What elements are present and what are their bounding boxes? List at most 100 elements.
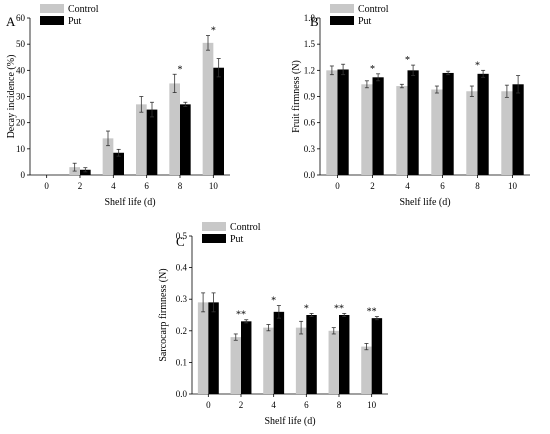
bar-put xyxy=(241,321,252,394)
panel-label: A xyxy=(6,14,16,29)
significance-marker: * xyxy=(475,60,480,71)
bar-put xyxy=(113,152,124,175)
bar-put xyxy=(146,109,158,175)
bar-put xyxy=(213,67,224,175)
y-tick-label: 0.9 xyxy=(304,92,316,102)
y-axis-title: Sarcocarp firmness (N) xyxy=(158,268,169,361)
chart-panel-c: 0.0 0.1 0.2 0.3 0.4 0.5 Sarcocarp firmness (N)… xyxy=(158,222,388,427)
y-tick-label: 0.3 xyxy=(304,144,316,154)
x-axis-title: Shelf life (d) xyxy=(399,197,450,208)
y-tick-label: 1.5 xyxy=(304,39,316,49)
significance-marker: * xyxy=(405,55,410,66)
significance-marker: ** xyxy=(236,310,246,321)
bar-put xyxy=(306,315,317,394)
x-tick-label: 4 xyxy=(405,181,410,191)
x-tick-label: 8 xyxy=(337,400,342,410)
legend-swatch-control xyxy=(40,4,64,13)
bar-control xyxy=(466,91,478,175)
x-tick-label: 6 xyxy=(144,181,149,191)
x-tick-label: 10 xyxy=(508,181,518,191)
x-tick-label: 0 xyxy=(44,181,49,191)
bar-control xyxy=(102,138,114,175)
panel-label: C xyxy=(176,234,185,249)
x-tick-label: 8 xyxy=(178,181,183,191)
bar-control xyxy=(202,42,214,175)
y-tick-label: 10 xyxy=(16,144,26,154)
y-tick-label: 0.2 xyxy=(176,326,187,336)
bar-put xyxy=(477,73,489,175)
y-tick-label: 1.2 xyxy=(304,65,315,75)
y-tick-label: 60 xyxy=(16,13,26,23)
x-tick-label: 4 xyxy=(271,400,276,410)
bar-put xyxy=(208,302,219,394)
legend-label: Put xyxy=(358,16,372,27)
x-tick-label: 6 xyxy=(304,400,309,410)
bar-put xyxy=(407,70,419,175)
bar-control xyxy=(295,327,307,394)
legend-label: Put xyxy=(68,16,82,27)
legend-label: Put xyxy=(230,234,244,245)
bar-control xyxy=(396,86,408,175)
bar-put xyxy=(339,315,350,394)
bar-control xyxy=(230,337,241,394)
legend-label: Control xyxy=(230,222,261,233)
legend-swatch-put xyxy=(202,234,226,243)
significance-marker: * xyxy=(211,26,216,37)
panel-label: B xyxy=(310,14,319,29)
y-tick-label: 0.4 xyxy=(176,263,188,273)
bar-put xyxy=(372,77,384,175)
y-axis-title: Fruit firmness (N) xyxy=(291,60,302,133)
significance-marker: * xyxy=(271,296,276,307)
x-tick-label: 8 xyxy=(475,181,480,191)
x-tick-label: 2 xyxy=(370,181,375,191)
bar-control xyxy=(197,302,209,394)
y-tick-label: 0.6 xyxy=(304,118,316,128)
x-tick-label: 2 xyxy=(239,400,244,410)
bar-control xyxy=(501,91,513,175)
y-tick-label: 0 xyxy=(21,170,26,180)
bar-control xyxy=(169,83,180,175)
legend-swatch-put xyxy=(40,16,64,25)
y-tick-label: 0.0 xyxy=(304,170,316,180)
chart-panel-a: 0 10 20 30 40 50 60 Decay incidence (%) 0 2 4 6 8 * 10… xyxy=(6,4,230,208)
bar-control xyxy=(136,104,147,175)
y-tick-label: 50 xyxy=(16,39,26,49)
x-tick-label: 10 xyxy=(209,181,219,191)
bar-control xyxy=(361,84,373,175)
y-tick-label: 1.8 xyxy=(304,13,316,23)
bar-control xyxy=(263,327,274,394)
legend-label: Control xyxy=(358,4,389,15)
bar-put xyxy=(371,318,383,394)
y-tick-label: 0.3 xyxy=(176,294,188,304)
y-tick-label: 0.0 xyxy=(176,389,188,399)
bar-put xyxy=(442,72,454,175)
x-tick-label: 4 xyxy=(111,181,116,191)
bar-put xyxy=(180,104,191,175)
x-tick-label: 0 xyxy=(206,400,211,410)
bar-control xyxy=(361,346,372,394)
chart-panel-b: 0.0 0.3 0.6 0.9 1.2 1.5 1.8 Fruit firmness (N) 0… xyxy=(291,4,530,208)
legend-swatch-control xyxy=(202,222,226,231)
y-tick-label: 0.1 xyxy=(176,357,187,367)
significance-marker: ** xyxy=(367,307,377,318)
bar-put xyxy=(512,84,524,175)
y-tick-label: 40 xyxy=(16,65,26,75)
legend-swatch-control xyxy=(330,4,354,13)
bar-put xyxy=(273,311,285,394)
y-axis-title: Decay incidence (%) xyxy=(6,55,17,139)
bar-control xyxy=(328,330,339,394)
x-axis-title: Shelf life (d) xyxy=(264,416,315,427)
significance-marker: ** xyxy=(334,303,344,314)
y-tick-label: 20 xyxy=(16,118,26,128)
x-tick-label: 0 xyxy=(335,181,340,191)
y-tick-label: 30 xyxy=(16,92,26,102)
x-tick-label: 6 xyxy=(440,181,445,191)
bar-put xyxy=(337,69,349,175)
y-tick-label: 0.5 xyxy=(176,231,188,241)
legend-swatch-put xyxy=(330,16,354,25)
significance-marker: * xyxy=(304,303,309,314)
x-tick-label: 2 xyxy=(78,181,83,191)
bar-control xyxy=(431,89,443,175)
